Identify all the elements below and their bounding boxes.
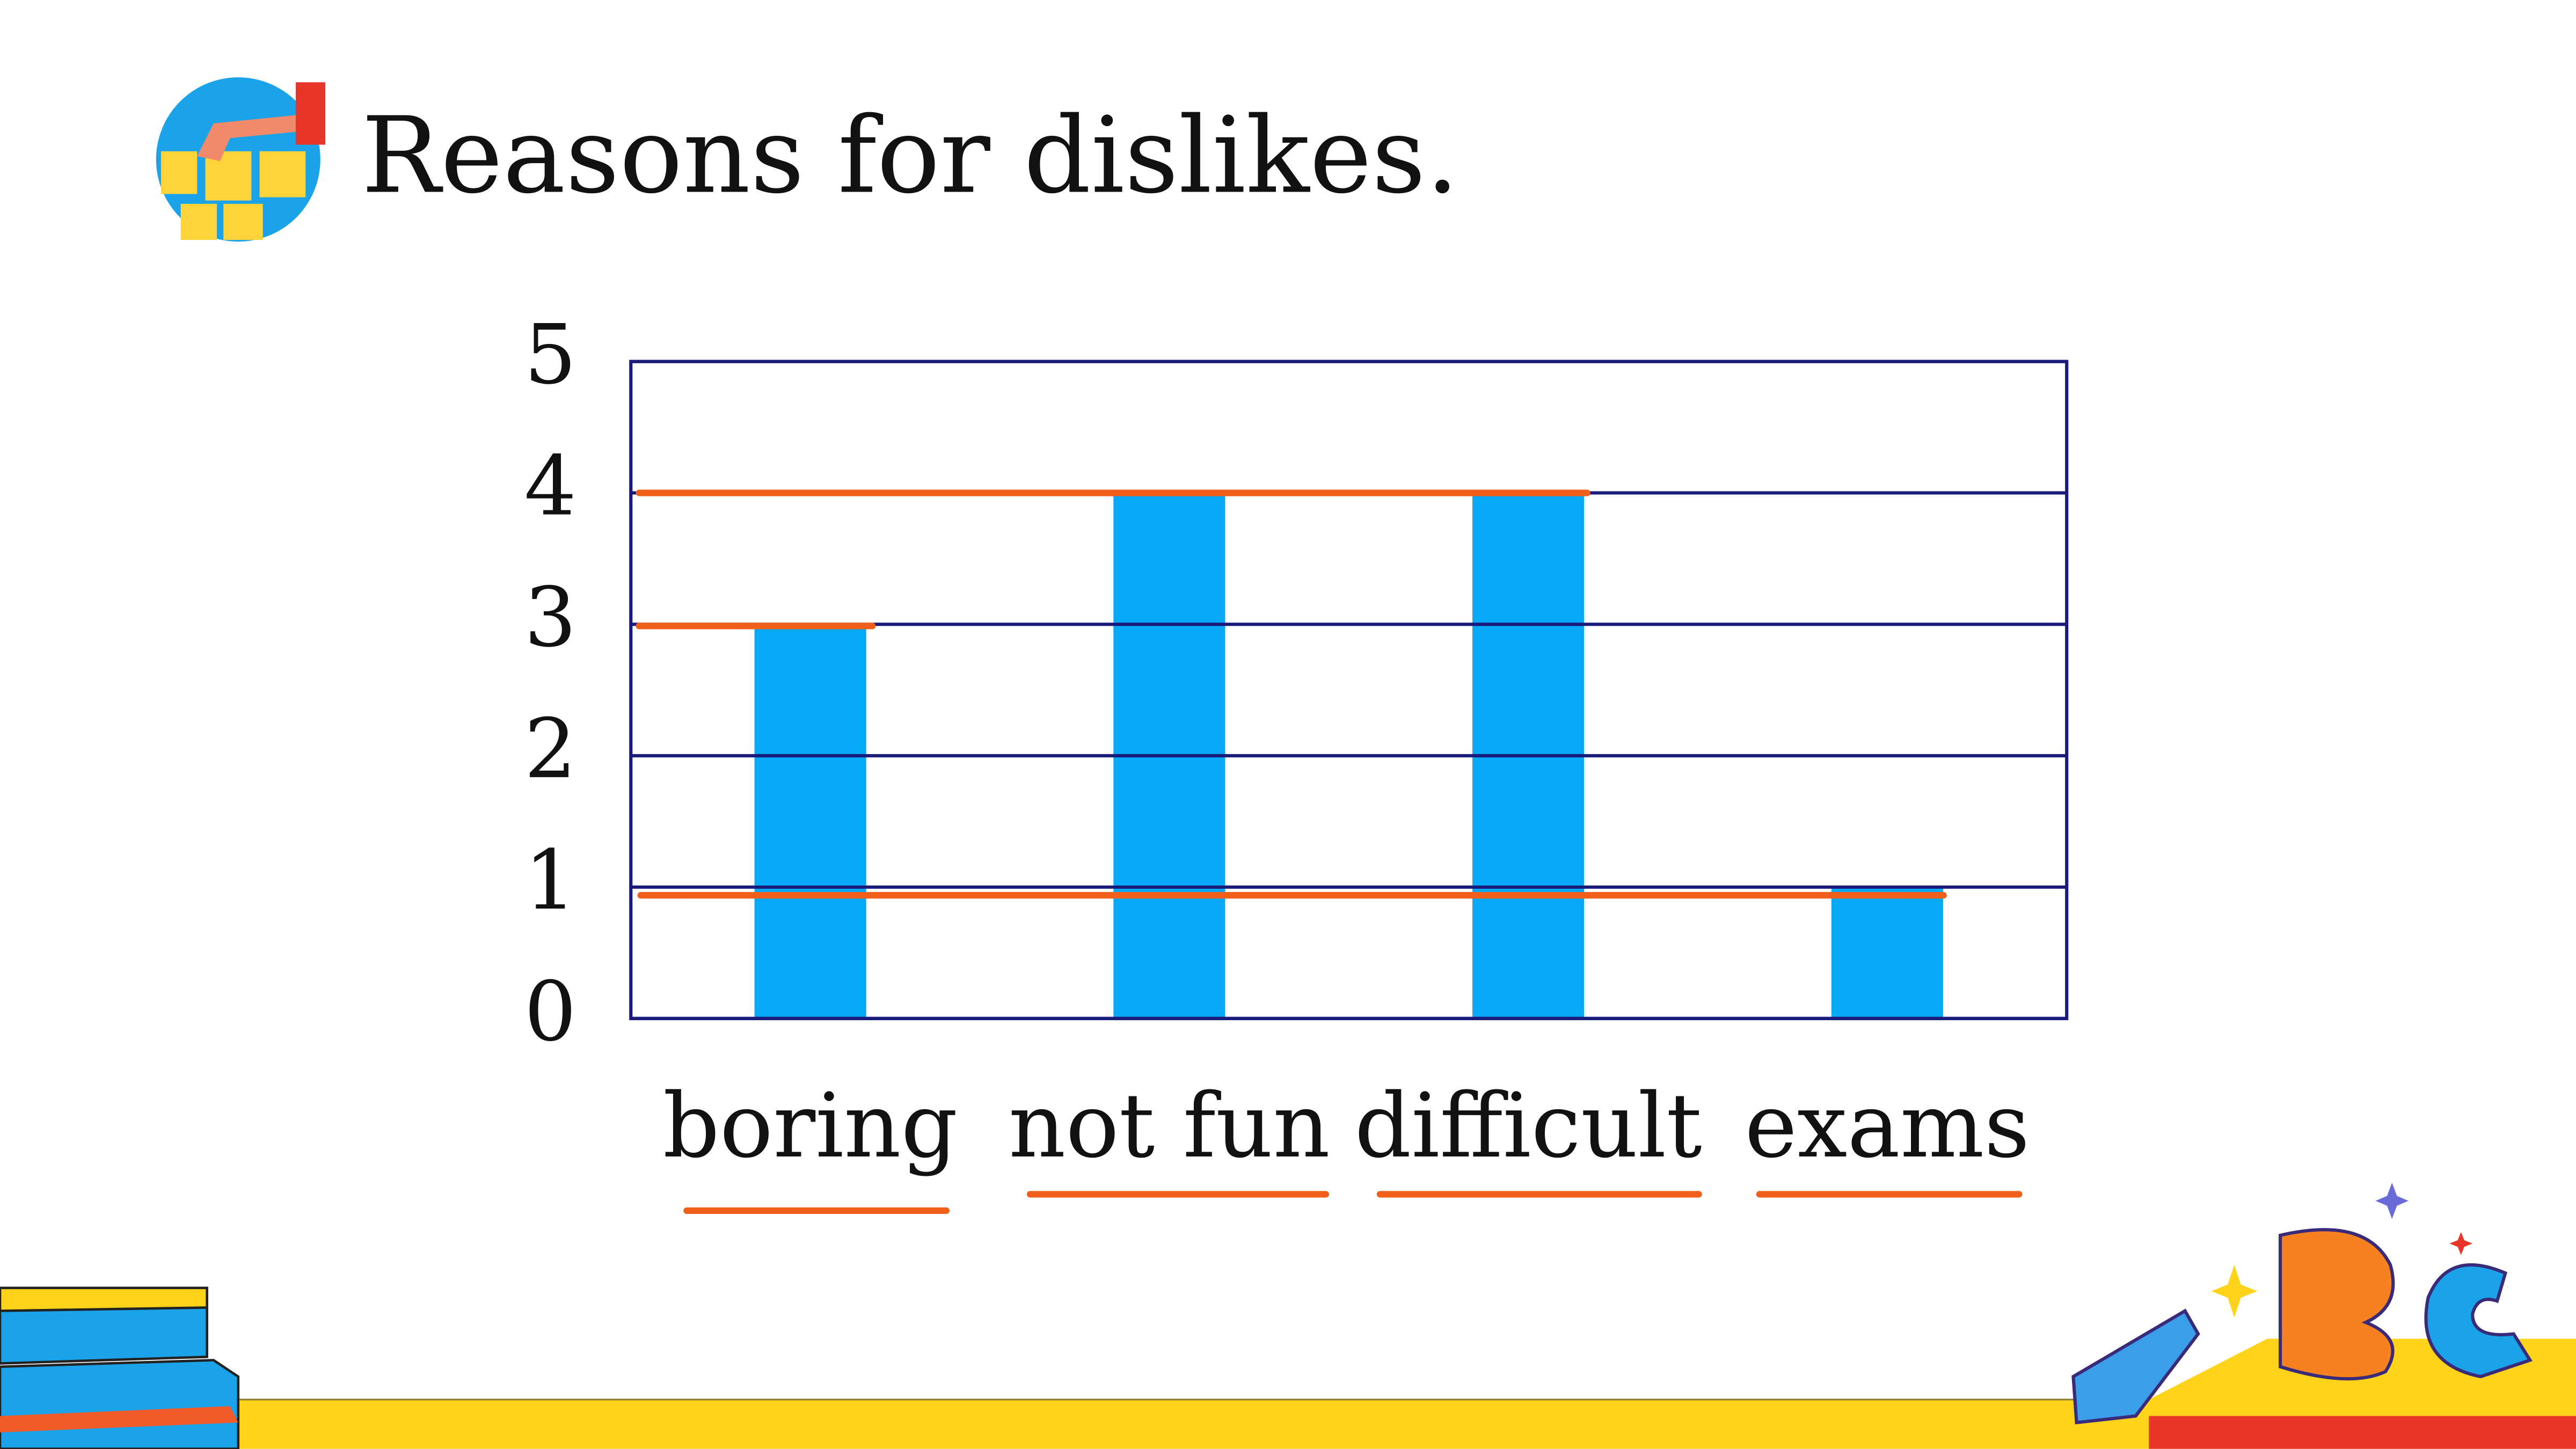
y-tick-label: 3 <box>524 570 577 665</box>
plot-border <box>629 360 2069 1020</box>
plot-area: boring not fun difficult exams 0 1 2 3 4 5 <box>524 308 2069 1177</box>
footer-decoration <box>0 1182 2576 1449</box>
x-tick-label: boring <box>663 1074 958 1177</box>
x-tick-label: not fun <box>1009 1074 1330 1177</box>
bar <box>754 624 866 1019</box>
y-tick-label: 4 <box>524 438 577 534</box>
x-tick-label: difficult <box>1355 1074 1702 1177</box>
chart-title: Reasons for dislikes. <box>361 94 1459 217</box>
y-tick-label: 5 <box>524 308 577 403</box>
annotations <box>636 489 2023 1214</box>
title-icon <box>156 77 325 242</box>
y-tick-label: 1 <box>524 833 577 928</box>
y-tick-label: 2 <box>524 701 577 797</box>
x-tick-label: exams <box>1745 1074 2030 1177</box>
y-tick-label: 0 <box>524 964 577 1060</box>
bar <box>1831 887 1943 1019</box>
